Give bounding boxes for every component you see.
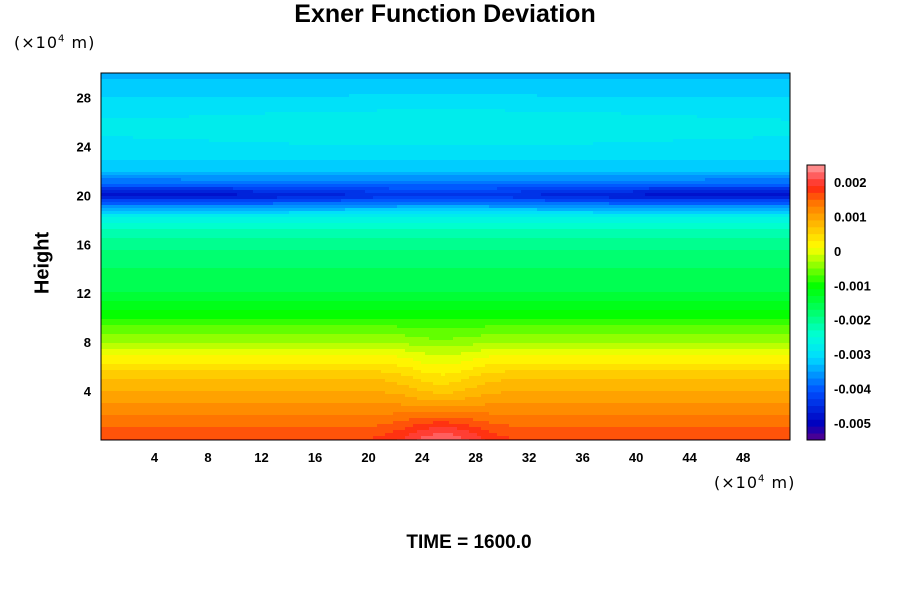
contour-field [101,73,794,443]
